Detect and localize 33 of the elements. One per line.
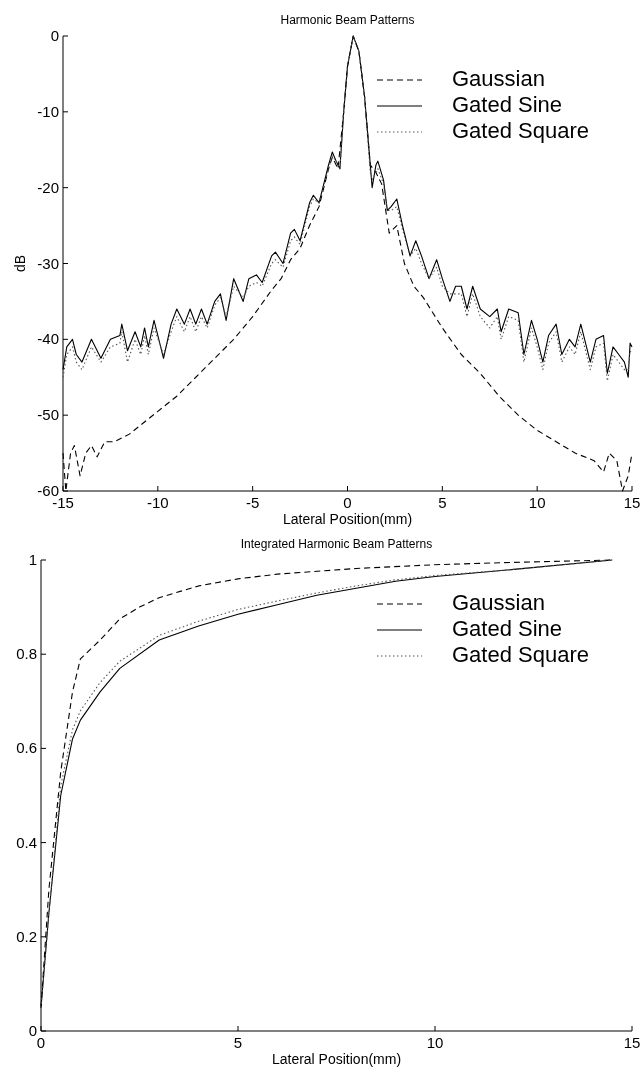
y-tick-label: 1 xyxy=(28,551,37,568)
y-tick-label: -40 xyxy=(37,330,59,348)
legend-label: Gated Square xyxy=(452,642,589,667)
legend-label: Gaussian xyxy=(452,590,545,615)
x-tick-label: 0 xyxy=(343,494,352,511)
legend-label: Gated Sine xyxy=(452,92,563,117)
chart-title: Harmonic Beam Patterns xyxy=(280,13,415,27)
y-tick-label: -20 xyxy=(37,178,59,196)
y-tick-label: 0.2 xyxy=(16,927,37,945)
x-axis-title: Lateral Position(mm) xyxy=(282,511,413,527)
x-tick-label: 15 xyxy=(623,1034,641,1051)
x-tick-label: 10 xyxy=(426,1034,444,1051)
legend-label: Gated Sine xyxy=(452,616,563,641)
y-tick-label: -50 xyxy=(37,406,59,424)
y-tick-label: -60 xyxy=(37,482,59,499)
y-tick-label: 0.8 xyxy=(16,645,37,663)
x-tick-label: -5 xyxy=(245,494,260,511)
x-tick-label: 5 xyxy=(233,1034,243,1051)
y-tick-label: 0 xyxy=(28,1022,37,1039)
x-tick-label: 10 xyxy=(528,494,546,511)
legend-label: Gated Square xyxy=(452,118,589,143)
x-tick-label: 15 xyxy=(623,494,641,511)
chart-title: Integrated Harmonic Beam Patterns xyxy=(240,537,433,551)
legend-label: Gaussian xyxy=(452,66,545,91)
y-axis-title: dB xyxy=(12,254,28,273)
y-tick-label: -10 xyxy=(37,102,59,120)
y-tick-label: -30 xyxy=(37,254,59,272)
y-tick-label: 0 xyxy=(50,27,59,44)
y-tick-label: 0.4 xyxy=(16,833,37,851)
x-axis-title: Lateral Position(mm) xyxy=(271,1051,402,1067)
x-tick-label: -10 xyxy=(146,494,169,511)
y-tick-label: 0.6 xyxy=(16,739,37,757)
x-tick-label: 5 xyxy=(438,494,447,511)
